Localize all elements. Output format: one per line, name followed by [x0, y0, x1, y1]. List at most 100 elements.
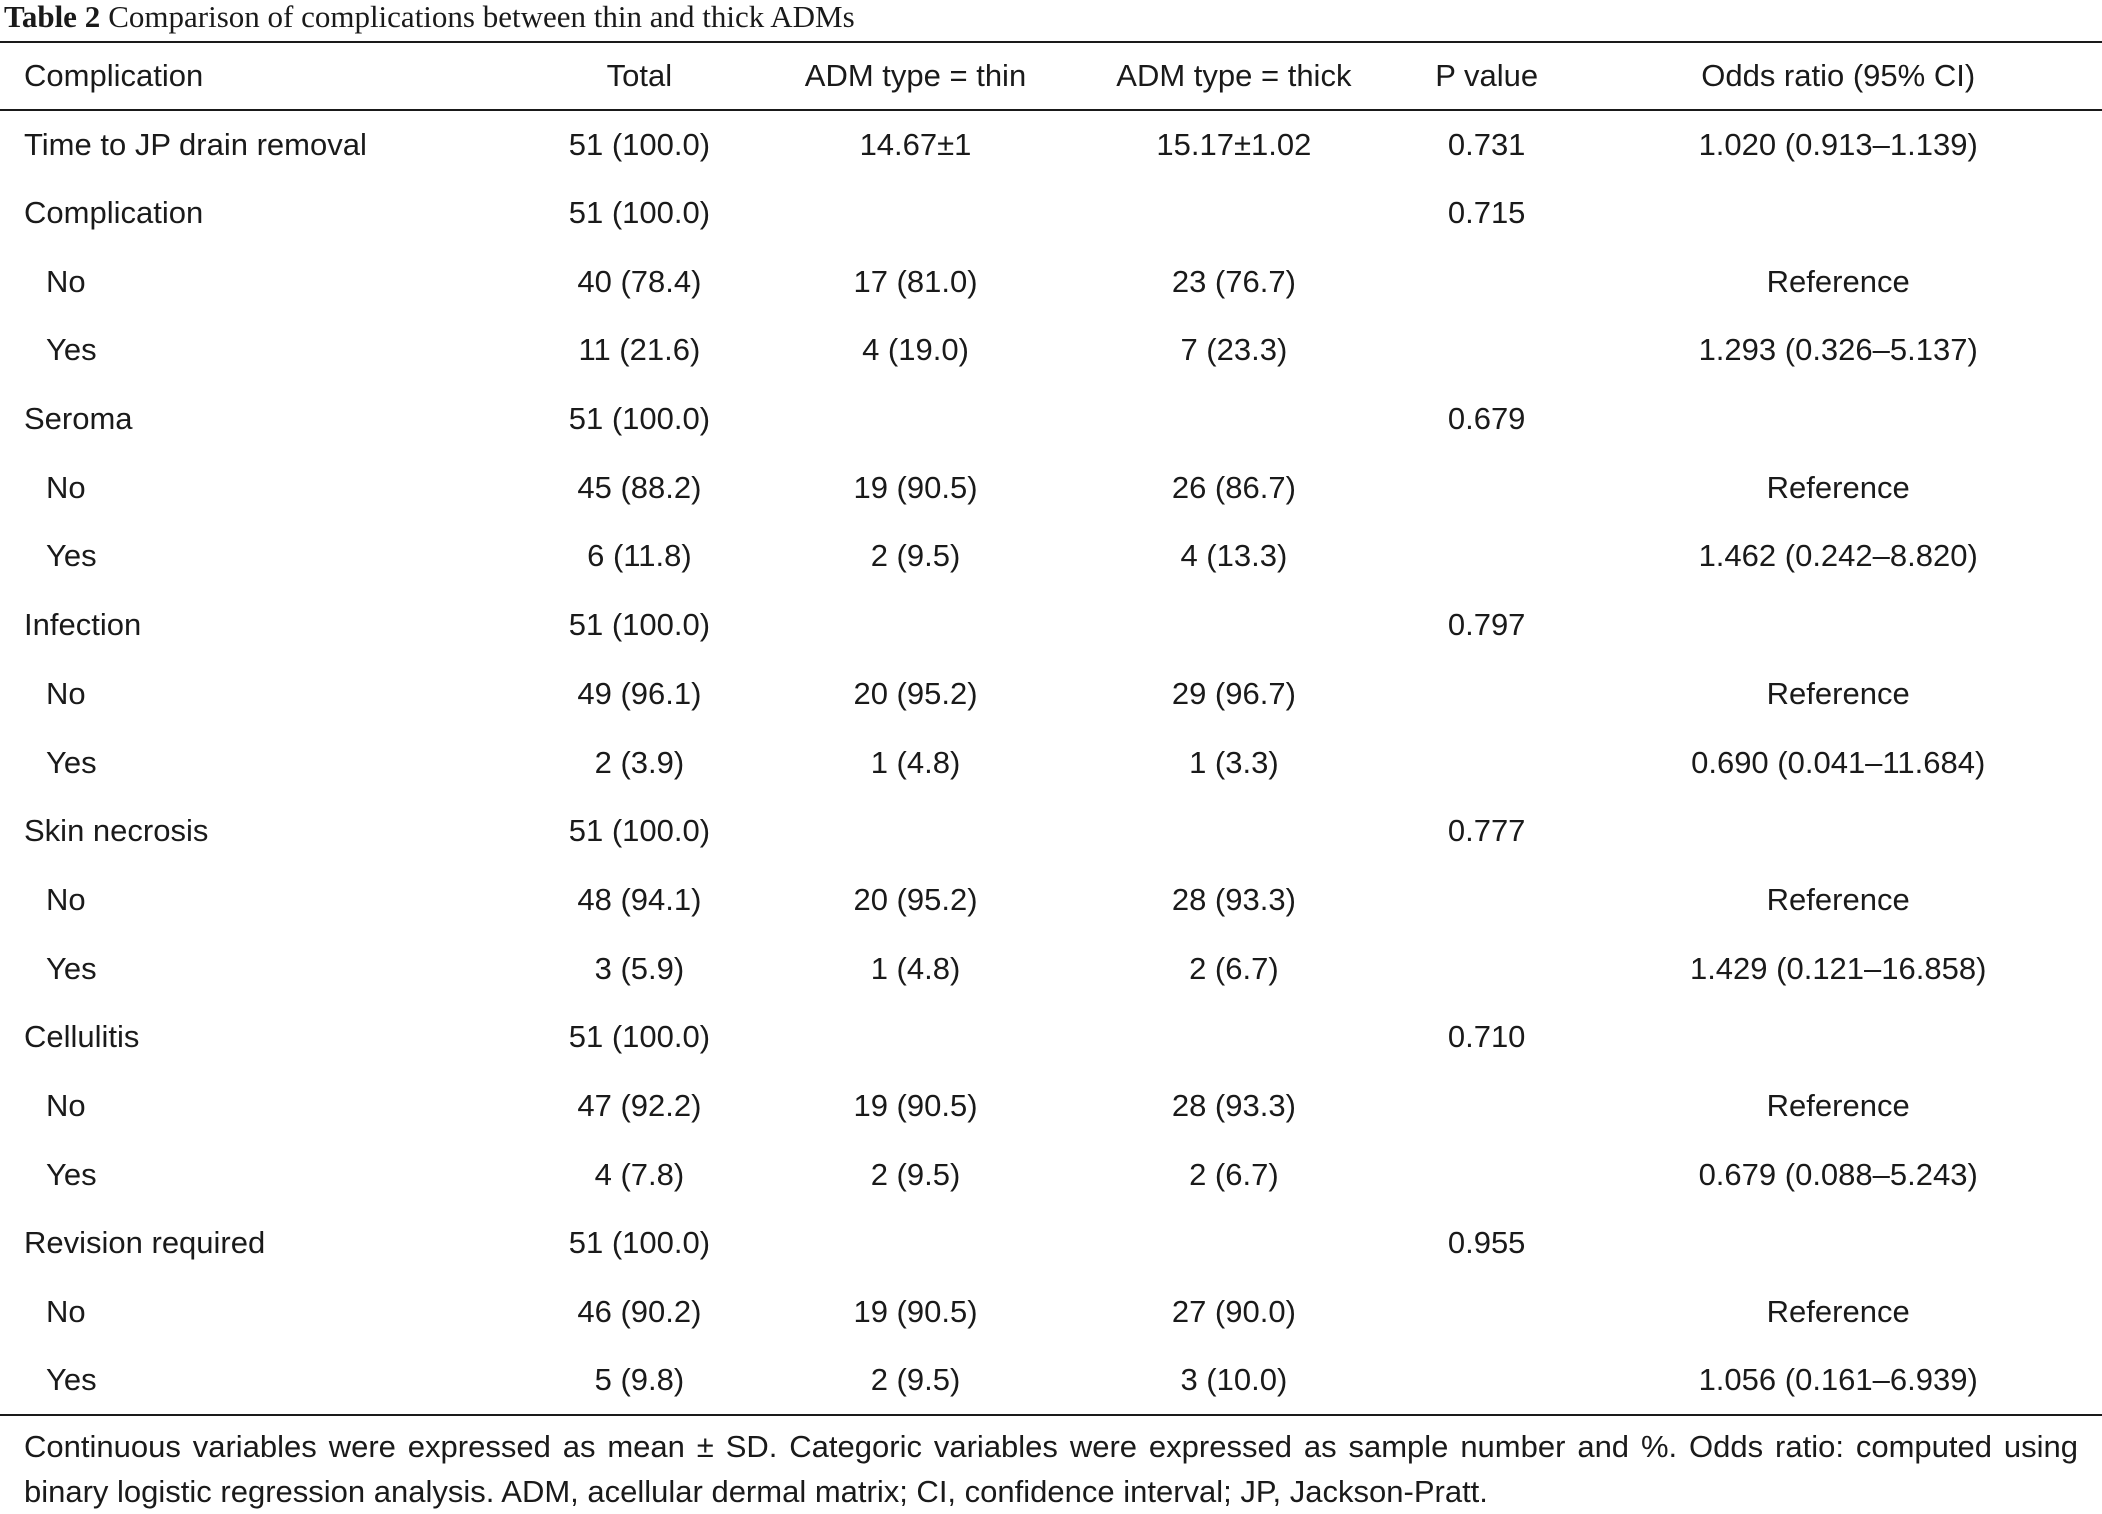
cell-thick: 28 (93.3) [1171, 881, 1296, 917]
cell-thick: 2 (6.7) [1189, 950, 1279, 986]
row-label: No [46, 881, 86, 917]
table-row: Seroma 51 (100.0) 0.679 [0, 385, 2102, 454]
row-label: Seroma [24, 401, 133, 437]
cell-odds-ratio: 1.020 (0.913–1.139) [1698, 126, 1978, 162]
complications-table: Complication Total ADM type = thin ADM t… [0, 41, 2102, 1417]
cell-odds-ratio: 1.462 (0.242–8.820) [1698, 538, 1978, 574]
cell-thick [1069, 179, 1399, 248]
cell-thick: 27 (90.0) [1171, 1294, 1296, 1330]
cell-odds-ratio: Reference [1766, 263, 1910, 299]
cell-thick [1069, 591, 1399, 660]
cell-odds-ratio: 0.690 (0.041–11.684) [1691, 744, 1986, 780]
table-row: No 48 (94.1) 20 (95.2) 28 (93.3) Referen… [0, 866, 2102, 935]
table-row: No 46 (90.2) 19 (90.5) 27 (90.0) Referen… [0, 1278, 2102, 1347]
cell-thin [762, 591, 1069, 660]
cell-p-value [1399, 1278, 1574, 1347]
row-label: Time to JP drain removal [24, 126, 367, 162]
cell-thin [762, 179, 1069, 248]
row-label: No [46, 469, 86, 505]
cell-total: 11 (21.6) [578, 332, 701, 368]
header-complication: Complication [0, 41, 517, 111]
cell-p-value [1399, 1140, 1574, 1209]
cell-p-value: 0.777 [1447, 813, 1526, 849]
cell-odds-ratio: 1.056 (0.161–6.939) [1574, 1346, 2102, 1417]
cell-odds-ratio: Reference [1766, 881, 1910, 917]
cell-p-value: 0.731 [1447, 126, 1526, 162]
cell-thick: 28 (93.3) [1171, 1087, 1296, 1123]
cell-thin: 17 (81.0) [853, 263, 978, 299]
cell-total: 49 (96.1) [577, 675, 702, 711]
header-row: Complication Total ADM type = thin ADM t… [0, 41, 2102, 111]
cell-thick [1069, 1209, 1399, 1278]
cell-thin [762, 1003, 1069, 1072]
header-total: Total [516, 41, 763, 111]
cell-odds-ratio [1574, 591, 2102, 660]
cell-total: 5 (9.8) [516, 1346, 763, 1417]
cell-thick: 2 (6.7) [1189, 1156, 1279, 1192]
cell-total: 51 (100.0) [568, 813, 711, 849]
row-label: Yes [46, 950, 97, 986]
cell-odds-ratio: Reference [1766, 1087, 1910, 1123]
cell-p-value [1399, 934, 1574, 1003]
cell-odds-ratio [1574, 797, 2102, 866]
row-label: No [46, 1087, 86, 1123]
table-row: Cellulitis 51 (100.0) 0.710 [0, 1003, 2102, 1072]
cell-thick: 26 (86.7) [1171, 469, 1296, 505]
header-adm-thick: ADM type = thick [1068, 41, 1399, 111]
cell-odds-ratio [1574, 1003, 2102, 1072]
cell-thin: 2 (9.5) [870, 1156, 961, 1192]
table-row: Yes 2 (3.9) 1 (4.8) 1 (3.3) 0.690 (0.041… [0, 728, 2102, 797]
cell-thin: 20 (95.2) [853, 675, 978, 711]
cell-total: 40 (78.4) [577, 263, 702, 299]
table-row: Infection 51 (100.0) 0.797 [0, 591, 2102, 660]
cell-odds-ratio: Reference [1766, 469, 1910, 505]
cell-total: 51 (100.0) [568, 195, 711, 231]
cell-p-value [1399, 1072, 1574, 1141]
cell-thick [1069, 385, 1399, 454]
table-row: Complication 51 (100.0) 0.715 [0, 179, 2102, 248]
cell-p-value [1399, 522, 1574, 591]
table-body: Time to JP drain removal 51 (100.0) 14.6… [0, 110, 2102, 1417]
cell-thin: 4 (19.0) [862, 332, 969, 368]
cell-p-value: 0.679 [1447, 401, 1526, 437]
table-row: Revision required 51 (100.0) 0.955 [0, 1209, 2102, 1278]
cell-p-value [1399, 866, 1574, 935]
table-row: No 45 (88.2) 19 (90.5) 26 (86.7) Referen… [0, 453, 2102, 522]
table-row: Yes 11 (21.6) 4 (19.0) 7 (23.3) 1.293 (0… [0, 316, 2102, 385]
cell-odds-ratio: 1.293 (0.326–5.137) [1698, 332, 1978, 368]
cell-p-value: 0.797 [1447, 607, 1526, 643]
table-footnote: Continuous variables were expressed as m… [24, 1429, 2078, 1509]
table-row: Skin necrosis 51 (100.0) 0.777 [0, 797, 2102, 866]
table-caption: Table 2 Comparison of complications betwe… [4, 0, 855, 38]
cell-total: 45 (88.2) [577, 469, 702, 505]
cell-p-value [1399, 728, 1574, 797]
row-label: No [46, 263, 86, 299]
cell-odds-ratio [1574, 1209, 2102, 1278]
cell-odds-ratio: 1.429 (0.121–16.858) [1689, 950, 1987, 986]
cell-odds-ratio: Reference [1766, 1294, 1910, 1330]
row-label: Cellulitis [24, 1019, 140, 1055]
cell-odds-ratio: Reference [1766, 675, 1910, 711]
cell-thick: 4 (13.3) [1180, 538, 1288, 574]
cell-p-value [1399, 660, 1574, 729]
cell-thick: 29 (96.7) [1171, 675, 1296, 711]
cell-total: 2 (3.9) [594, 744, 685, 780]
cell-thick [1069, 1003, 1399, 1072]
cell-total: 51 (100.0) [568, 607, 711, 643]
cell-thin [762, 385, 1069, 454]
cell-total: 51 (100.0) [568, 401, 711, 437]
cell-odds-ratio [1574, 179, 2102, 248]
table-header: Complication Total ADM type = thin ADM t… [0, 41, 2102, 111]
cell-p-value [1399, 247, 1574, 316]
header-p-value: P value [1398, 41, 1575, 111]
cell-thin [762, 1209, 1069, 1278]
cell-thick: 3 (10.0) [1068, 1346, 1399, 1417]
table-row: No 40 (78.4) 17 (81.0) 23 (76.7) Referen… [0, 247, 2102, 316]
cell-thick: 15.17±1.02 [1156, 126, 1312, 162]
row-label: Yes [46, 1156, 97, 1192]
table-row: No 49 (96.1) 20 (95.2) 29 (96.7) Referen… [0, 660, 2102, 729]
cell-total: 47 (92.2) [577, 1087, 702, 1123]
cell-thick: 7 (23.3) [1180, 332, 1288, 368]
row-label: Yes [46, 744, 97, 780]
cell-p-value [1398, 1346, 1575, 1417]
